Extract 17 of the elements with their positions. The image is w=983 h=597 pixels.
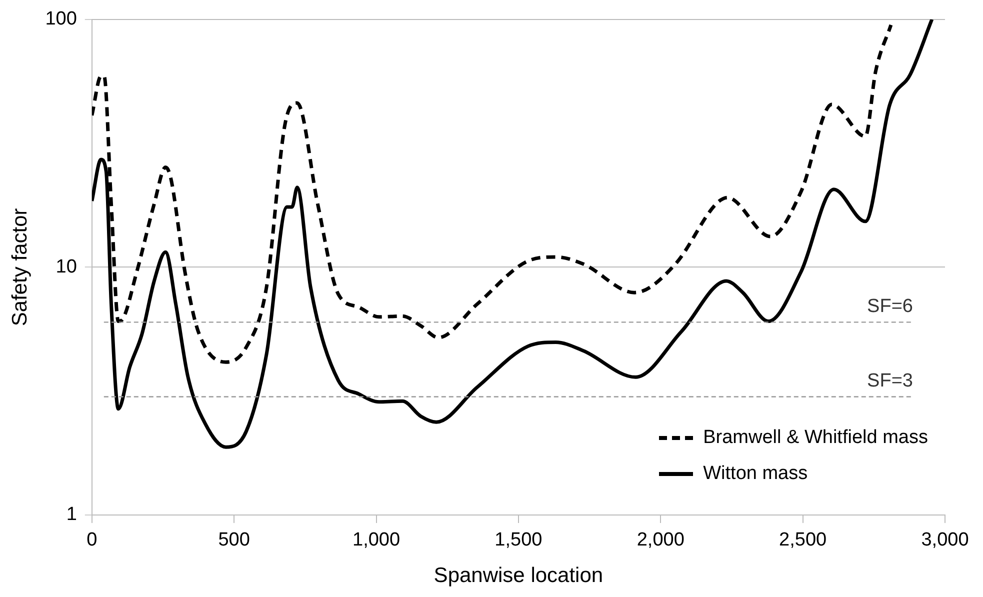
x-axis-title: Spanwise location — [434, 564, 604, 588]
line-series — [92, 19, 934, 449]
y-axis-title: Safety factor — [8, 208, 32, 326]
x-tick-label: 2,500 — [779, 530, 827, 551]
y-tick-label: 1 — [66, 504, 77, 526]
x-tick-label: 1,500 — [494, 530, 542, 551]
x-tick-label: 1,000 — [352, 530, 400, 551]
legend-label: Bramwell & Whitfield mass — [703, 426, 928, 450]
x-tick-label: 0 — [86, 530, 98, 551]
y-tick-label: 100 — [45, 8, 77, 30]
legend-label: Witton mass — [703, 462, 808, 486]
ref-line-label: SF=6 — [867, 296, 913, 317]
x-tick-label: 3,000 — [921, 530, 969, 551]
x-tick-label: 500 — [218, 530, 250, 551]
ref-line-label: SF=3 — [867, 370, 913, 392]
y-tick-label: 10 — [56, 256, 77, 278]
x-tick-label: 2,000 — [636, 530, 684, 551]
